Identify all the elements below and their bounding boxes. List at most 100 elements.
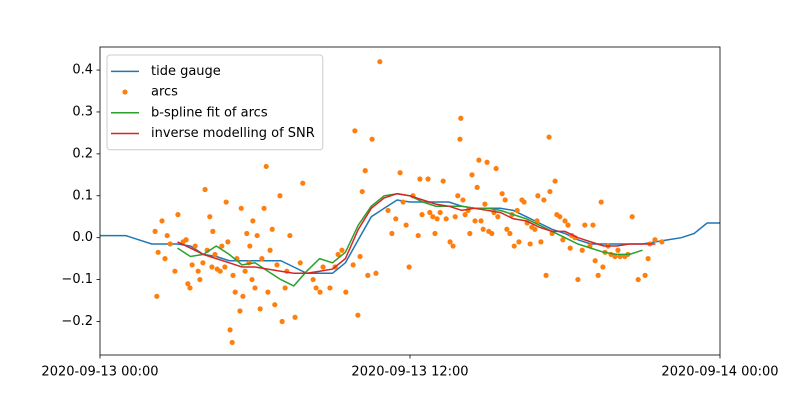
scatter-point <box>247 243 253 249</box>
scatter-point <box>310 276 316 283</box>
scatter-point <box>397 170 403 176</box>
x-tick-label: 2020-09-13 00:00 <box>41 365 158 380</box>
scatter-point <box>600 264 606 270</box>
scatter-point <box>538 239 544 245</box>
scatter-point <box>615 247 621 253</box>
y-tick-label: −0.2 <box>61 314 93 329</box>
scatter-point <box>527 241 533 247</box>
legend-label: tide gauge <box>151 64 221 79</box>
scatter-point <box>499 191 505 197</box>
scatter-point <box>467 230 473 237</box>
scatter-point <box>617 253 623 260</box>
legend-label: arcs <box>151 85 178 100</box>
scatter-point <box>460 197 466 203</box>
scatter-point <box>502 197 508 203</box>
scatter-point <box>469 172 475 178</box>
scatter-point <box>417 176 423 182</box>
scatter-point <box>175 212 181 218</box>
scatter-point <box>183 237 189 243</box>
scatter-point <box>389 230 395 237</box>
scatter-point <box>152 228 158 234</box>
scatter-point <box>652 237 658 243</box>
scatter-point <box>419 212 425 218</box>
scatter-point <box>230 272 236 278</box>
scatter-point <box>552 178 558 184</box>
scatter-point <box>172 268 178 274</box>
scatter-point <box>432 230 438 237</box>
scatter-point <box>238 205 244 211</box>
y-tick-label: 0.0 <box>72 230 93 245</box>
scatter-point <box>261 205 267 211</box>
scatter-point <box>598 199 604 205</box>
scatter-point <box>237 308 243 314</box>
scatter-point <box>240 293 246 299</box>
scatter-point <box>192 243 198 249</box>
scatter-point <box>543 272 549 278</box>
scatter-point <box>427 209 433 216</box>
scatter-point <box>265 289 271 295</box>
scatter-point <box>547 188 553 195</box>
scatter-point <box>504 226 510 232</box>
scatter-point <box>317 289 323 295</box>
scatter-point <box>185 281 191 287</box>
scatter-point <box>335 251 341 258</box>
scatter-point <box>560 237 566 243</box>
scatter-point <box>629 214 635 220</box>
scatter-point <box>582 222 588 228</box>
scatter-point <box>257 306 263 312</box>
scatter-point <box>443 216 449 222</box>
scatter-point <box>339 247 345 253</box>
scatter-point <box>495 214 501 220</box>
scatter-point <box>403 222 409 228</box>
scatter-point <box>489 230 495 237</box>
scatter-point <box>476 157 482 163</box>
scatter-point <box>244 230 250 237</box>
y-tick-label: 0.4 <box>72 63 93 78</box>
scatter-point <box>297 260 303 266</box>
axes-frame <box>99 46 721 356</box>
scatter-point <box>546 134 552 140</box>
scatter-point <box>197 276 203 283</box>
scatter-point <box>259 256 265 262</box>
scatter-point <box>352 128 358 134</box>
scatter-point <box>452 214 458 220</box>
scatter-point <box>359 188 365 195</box>
scatter-point <box>154 293 160 299</box>
scatter-point <box>575 276 581 283</box>
scatter-point <box>162 256 168 262</box>
scatter-point <box>458 115 464 121</box>
scatter-point <box>282 285 288 291</box>
scatter-point <box>567 245 573 251</box>
legend: tide gauge arcs b-spline fit of arcs invers… <box>106 54 324 151</box>
series-line <box>177 192 656 275</box>
scatter-point <box>447 239 453 245</box>
scatter-point <box>167 241 173 247</box>
legend-marker <box>122 89 128 95</box>
scatter-point <box>225 239 231 245</box>
scatter-point <box>195 268 201 274</box>
scatter-point <box>440 178 446 184</box>
scatter-point <box>272 302 278 308</box>
scatter-point <box>437 209 443 216</box>
scatter-point <box>250 218 256 224</box>
scatter-point <box>187 285 193 291</box>
scatter-point <box>535 193 541 199</box>
scatter-point <box>385 207 391 214</box>
scatter-point <box>155 249 161 255</box>
scatter-point <box>430 214 436 220</box>
scatter-point <box>595 272 601 278</box>
scatter-point <box>320 264 326 270</box>
scatter-point <box>541 197 547 203</box>
scatter-point <box>480 226 486 232</box>
scatter-point <box>406 264 412 270</box>
scatter-point <box>579 247 585 253</box>
scatter-point <box>357 253 363 260</box>
scatter-point <box>415 232 421 239</box>
scatter-point <box>217 268 223 274</box>
scatter-point <box>209 264 215 270</box>
scatter-point <box>493 165 499 172</box>
scatter-point <box>635 276 641 283</box>
scatter-point <box>277 193 283 199</box>
scatter-point <box>365 272 371 278</box>
